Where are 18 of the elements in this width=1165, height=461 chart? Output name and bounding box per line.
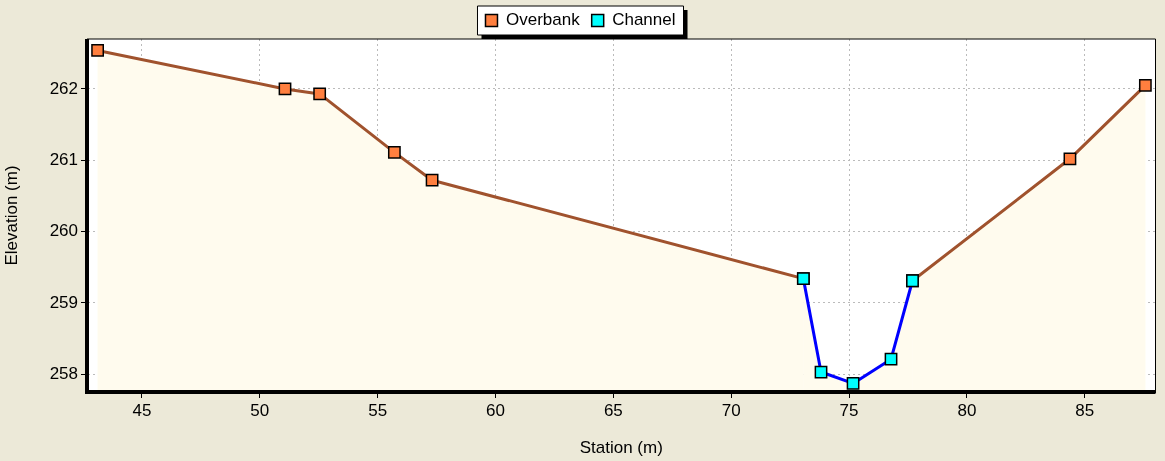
y-axis-title: Elevation (m) <box>1 165 21 266</box>
x-tick-label: 65 <box>603 400 623 420</box>
x-tick-label: 55 <box>368 400 388 420</box>
y-tick-label: 261 <box>49 149 78 169</box>
x-tick-label: 75 <box>839 400 859 420</box>
x-tick-label: 85 <box>1075 400 1095 420</box>
x-tick-label: 70 <box>721 400 741 420</box>
y-tick-label: 260 <box>49 221 78 241</box>
x-tick-label: 45 <box>132 400 152 420</box>
legend-label: Channel <box>612 10 676 30</box>
x-axis-title: Station (m) <box>579 438 663 458</box>
legend-label: Overbank <box>505 10 581 30</box>
y-tick-label: 259 <box>49 292 78 312</box>
x-tick-label: 80 <box>957 400 977 420</box>
x-tick-label: 50 <box>250 400 270 420</box>
y-tick-label: 258 <box>49 363 78 383</box>
y-tick-label: 262 <box>49 78 78 98</box>
x-tick-label: 60 <box>486 400 505 420</box>
